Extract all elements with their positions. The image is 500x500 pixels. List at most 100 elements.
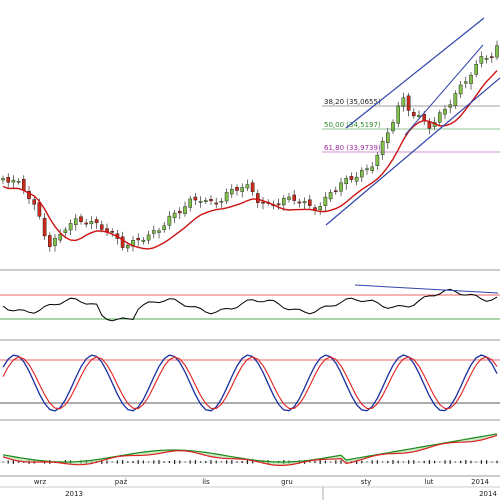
macd-histogram-bar bbox=[309, 461, 311, 463]
candle-body bbox=[453, 93, 458, 107]
tick-label-lis: lis bbox=[202, 478, 210, 486]
candle-body bbox=[99, 224, 104, 230]
candle-body bbox=[417, 115, 421, 117]
candle-body bbox=[42, 217, 47, 237]
macd-histogram-bar bbox=[163, 461, 165, 463]
macd-histogram-bar bbox=[137, 460, 139, 464]
tick-label-gru: gru bbox=[281, 478, 293, 486]
candle-body bbox=[354, 176, 359, 182]
macd-histogram-bar bbox=[158, 460, 160, 464]
macd-histogram-bar bbox=[122, 460, 124, 464]
candle-body bbox=[157, 230, 161, 233]
candle-body bbox=[401, 97, 406, 107]
trend-line-upper bbox=[345, 17, 485, 129]
candle-body bbox=[48, 235, 52, 247]
trend-line-lower bbox=[325, 77, 500, 226]
candle-body bbox=[292, 194, 297, 201]
candle-body bbox=[214, 202, 219, 205]
candle-body bbox=[146, 234, 151, 241]
macd-histogram-bar bbox=[220, 461, 222, 463]
macd-histogram-bar bbox=[179, 460, 181, 464]
macd-histogram-bar bbox=[413, 460, 415, 464]
macd-histogram-bar bbox=[7, 460, 9, 464]
candle-body bbox=[209, 199, 213, 202]
candle-body bbox=[443, 109, 447, 115]
candle-body bbox=[469, 74, 473, 84]
macd-histogram-bar bbox=[361, 460, 363, 464]
tick-label-2014-top: 2014 bbox=[471, 478, 489, 486]
macd-histogram-bar bbox=[324, 460, 326, 464]
moving-average-line bbox=[2, 70, 498, 250]
macd-histogram-bar bbox=[423, 460, 425, 464]
candle-body bbox=[183, 206, 187, 214]
candle-body bbox=[73, 218, 78, 225]
candle-body bbox=[365, 168, 369, 171]
candle-body bbox=[458, 84, 463, 95]
macd-histogram-bar bbox=[475, 461, 477, 463]
candle-body bbox=[495, 45, 499, 58]
candle-body bbox=[256, 193, 260, 203]
macd-histogram-bar bbox=[194, 460, 196, 464]
stochastic-panel bbox=[0, 354, 500, 412]
macd-histogram-bar bbox=[449, 460, 451, 464]
candle-body bbox=[193, 196, 198, 201]
macd-histogram-bar bbox=[174, 460, 176, 464]
macd-histogram-bar bbox=[116, 460, 118, 464]
candle-body bbox=[58, 234, 62, 241]
macd-histogram-bar bbox=[153, 460, 155, 464]
tick-label-paz: paź bbox=[115, 478, 128, 486]
candle-body bbox=[240, 187, 245, 192]
macd-histogram-bar bbox=[366, 461, 368, 463]
candle-body bbox=[464, 81, 468, 84]
macd-histogram-bar bbox=[210, 460, 212, 464]
macd-histogram-bar bbox=[241, 460, 243, 464]
macd-histogram-bar bbox=[470, 460, 472, 464]
tick-label-wrz: wrz bbox=[34, 478, 47, 486]
candle-body bbox=[297, 201, 302, 204]
candle-body bbox=[1, 178, 5, 181]
candle-body bbox=[89, 221, 94, 225]
candle-body bbox=[219, 200, 224, 203]
macd-histogram-bar bbox=[454, 461, 456, 463]
candle-body bbox=[391, 122, 395, 132]
macd-histogram-bar bbox=[428, 460, 430, 464]
macd-histogram-bar bbox=[340, 460, 342, 464]
candle-body bbox=[344, 178, 349, 185]
candle-body bbox=[32, 199, 36, 205]
macd-histogram-bar bbox=[200, 461, 202, 463]
macd-histogram-bar bbox=[480, 460, 482, 464]
candle-body bbox=[328, 192, 333, 200]
candle-body bbox=[375, 154, 380, 166]
candle-body bbox=[6, 176, 10, 183]
candle-body bbox=[53, 237, 57, 246]
candle-body bbox=[94, 219, 99, 224]
candle-body bbox=[151, 230, 156, 234]
macd-histogram-bar bbox=[382, 461, 384, 463]
candle-body bbox=[167, 215, 172, 226]
candle-body bbox=[422, 114, 427, 121]
candle-body bbox=[276, 203, 281, 206]
candle-body bbox=[261, 201, 265, 204]
candle-body bbox=[16, 180, 21, 183]
candle-body bbox=[79, 216, 83, 222]
tick-label-lut: lut bbox=[424, 478, 433, 486]
fib-label-50: 50,00 (34,5197) bbox=[324, 121, 381, 129]
candle-body bbox=[235, 187, 239, 191]
candle-body bbox=[282, 197, 286, 206]
macd-line bbox=[2, 434, 498, 466]
macd-histogram-bar bbox=[132, 461, 134, 463]
candle-body bbox=[224, 192, 229, 202]
candle-body bbox=[438, 112, 442, 123]
osc1-divergence-line bbox=[354, 284, 499, 294]
candle-body bbox=[245, 184, 250, 189]
macd-histogram-bar bbox=[402, 461, 404, 463]
macd-histogram-bar bbox=[356, 460, 358, 464]
macd-histogram-bar bbox=[236, 461, 238, 463]
macd-histogram-bar bbox=[184, 461, 186, 463]
candle-body bbox=[349, 176, 354, 180]
fib-label-61: 61,80 (33,9739) bbox=[324, 144, 381, 152]
candle-body bbox=[162, 225, 167, 230]
macd-histogram-bar bbox=[148, 461, 150, 463]
macd-histogram-bar bbox=[18, 461, 20, 463]
